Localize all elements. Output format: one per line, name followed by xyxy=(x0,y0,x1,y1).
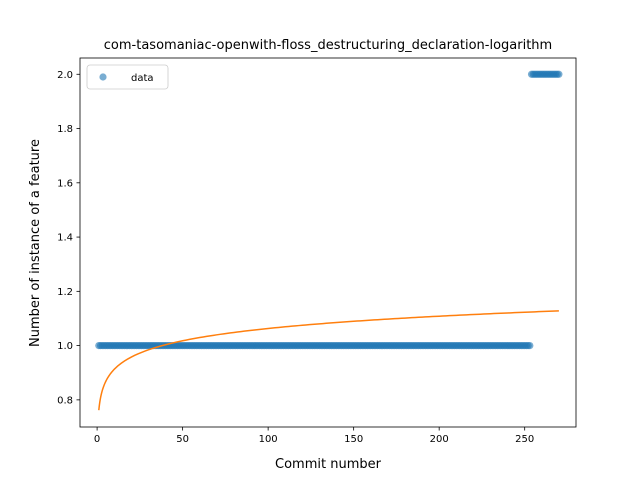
data-point xyxy=(555,70,563,78)
y-tick-label: 1.6 xyxy=(57,178,73,189)
x-tick-label: 50 xyxy=(176,434,189,445)
x-tick-label: 0 xyxy=(94,434,100,445)
y-tick-label: 1.0 xyxy=(57,341,73,352)
x-axis: 0 50 100 150 200 250 xyxy=(94,427,534,445)
y-axis-label: Number of instance of a feature xyxy=(28,139,43,347)
x-tick-label: 200 xyxy=(430,434,449,445)
legend: data xyxy=(86,64,169,90)
plot-area xyxy=(95,70,563,411)
fit-line xyxy=(98,310,559,411)
legend-box xyxy=(86,64,169,90)
y-tick-label: 1.2 xyxy=(57,287,73,298)
chart-title: com-tasomaniac-openwith-floss_destructur… xyxy=(104,38,552,53)
y-tick-label: 1.4 xyxy=(57,233,73,244)
x-tick-label: 100 xyxy=(259,434,278,445)
x-tick-label: 150 xyxy=(344,434,363,445)
plot-frame xyxy=(79,57,577,428)
y-tick-label: 0.8 xyxy=(57,395,73,406)
y-tick-label: 2.0 xyxy=(57,70,73,81)
legend-label: data xyxy=(131,73,154,84)
y-tick-label: 1.8 xyxy=(57,124,73,135)
x-tick-label: 250 xyxy=(515,434,534,445)
data-point xyxy=(526,342,534,350)
y-axis: 0.8 1.0 1.2 1.4 1.6 1.8 2.0 xyxy=(57,70,80,406)
legend-marker xyxy=(99,73,107,81)
x-axis-label: Commit number xyxy=(275,457,382,472)
